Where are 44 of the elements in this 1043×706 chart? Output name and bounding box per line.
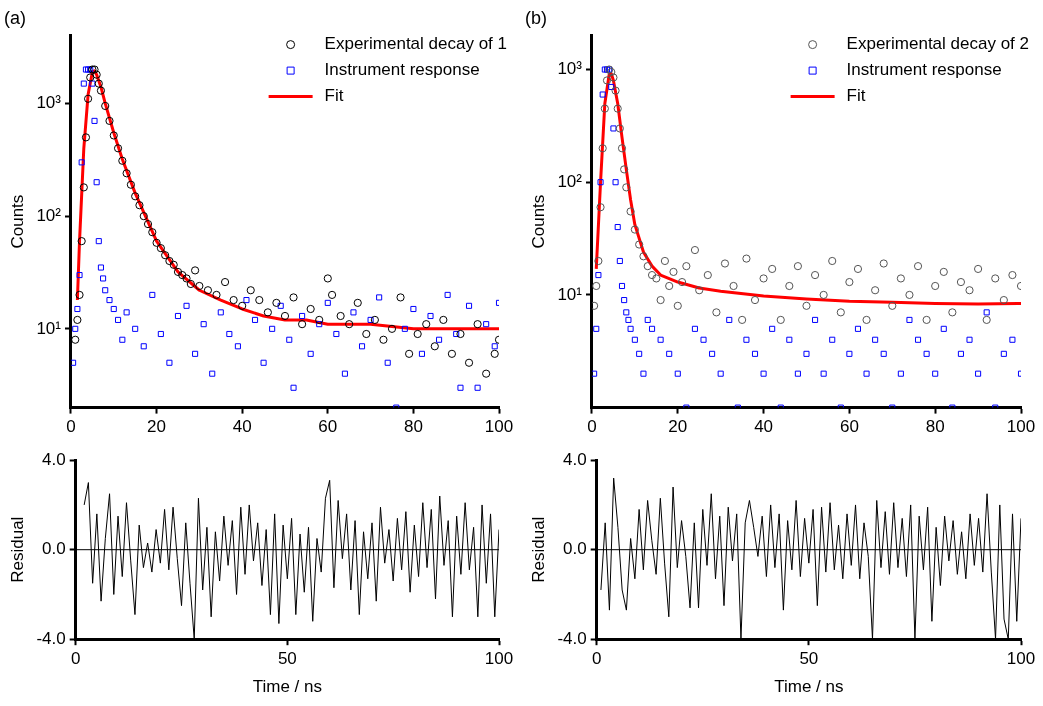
y-tick-label: 0.0 xyxy=(563,539,587,559)
x-tick-label: 60 xyxy=(318,417,338,437)
x-tick-label: 0 xyxy=(591,649,602,669)
x-tick-label: 40 xyxy=(754,417,774,437)
x-tick-label: 40 xyxy=(232,417,252,437)
x-tick-label: 80 xyxy=(925,417,945,437)
chart-title: (b) xyxy=(525,7,547,28)
x-axis-title: Time / ns xyxy=(774,677,844,697)
y-axis-title: Counts xyxy=(528,194,548,249)
y-tick-label: 10² xyxy=(557,171,583,191)
legend-label: Instrument response xyxy=(324,60,480,80)
y-tick-label: 4.0 xyxy=(42,449,66,469)
legend-label: Experimental decay of 1 xyxy=(324,34,508,54)
x-tick-label: 100 xyxy=(1006,649,1036,669)
y-tick-label: -4.0 xyxy=(36,628,66,648)
x-tick-label: 50 xyxy=(799,649,819,669)
x-tick-label: 0 xyxy=(70,649,81,669)
x-axis-title: Time / ns xyxy=(252,677,322,697)
legend-label: Fit xyxy=(846,86,866,106)
y-tick-label: 10³ xyxy=(36,93,62,113)
y-axis-title: Residual xyxy=(528,516,548,583)
x-tick-label: 60 xyxy=(839,417,859,437)
y-tick-label: -4.0 xyxy=(557,628,587,648)
y-tick-label: 10³ xyxy=(557,59,583,79)
x-tick-label: 80 xyxy=(403,417,423,437)
chart-title: (a) xyxy=(4,7,26,28)
legend-label: Instrument response xyxy=(846,60,1002,80)
y-tick-label: 10¹ xyxy=(36,318,62,338)
x-tick-label: 100 xyxy=(484,417,514,437)
y-tick-label: 4.0 xyxy=(563,449,587,469)
y-tick-label: 0.0 xyxy=(42,539,66,559)
y-tick-label: 10² xyxy=(36,205,62,225)
x-tick-label: 0 xyxy=(587,417,597,437)
y-tick-label: 10¹ xyxy=(557,284,583,304)
legend-label: Experimental decay of 2 xyxy=(846,34,1030,54)
x-tick-label: 20 xyxy=(147,417,167,437)
y-axis-title: Counts xyxy=(7,194,27,249)
y-axis-title: Residual xyxy=(7,516,27,583)
legend-label: Fit xyxy=(324,86,344,106)
x-tick-label: 20 xyxy=(668,417,688,437)
x-tick-label: 0 xyxy=(66,417,76,437)
x-tick-label: 50 xyxy=(277,649,297,669)
x-tick-label: 100 xyxy=(484,649,514,669)
x-tick-label: 100 xyxy=(1006,417,1036,437)
